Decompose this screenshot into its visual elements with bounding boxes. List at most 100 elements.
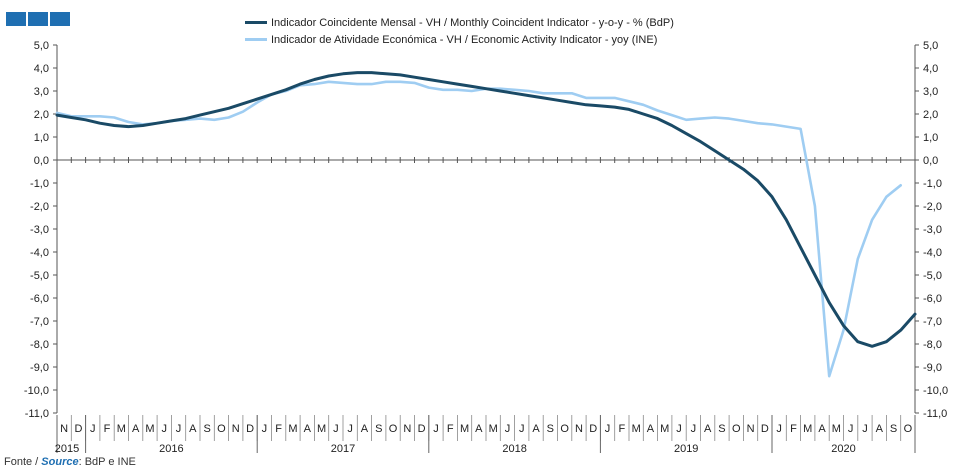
- y-tick-label-left: -9,0: [30, 362, 49, 374]
- source-prefix: Fonte /: [4, 456, 42, 468]
- source-suffix: : BdP e INE: [78, 456, 136, 468]
- x-month-label: J: [333, 423, 339, 435]
- y-tick-label-left: -1,0: [30, 178, 49, 190]
- y-tick-label-right: 2,0: [923, 109, 938, 121]
- y-tick-label-right: -7,0: [923, 316, 942, 328]
- x-month-label: M: [803, 423, 812, 435]
- x-month-label: A: [304, 423, 312, 435]
- x-month-label: M: [832, 423, 841, 435]
- y-tick-label-left: 3,0: [34, 86, 49, 98]
- x-month-label: F: [447, 423, 454, 435]
- x-month-label: S: [203, 423, 210, 435]
- x-month-label: J: [605, 423, 611, 435]
- legend-label-activity: Indicador de Atividade Económica - VH / …: [271, 33, 658, 46]
- x-month-label: S: [547, 423, 554, 435]
- y-tick-label-right: -4,0: [923, 247, 942, 259]
- x-month-label: A: [876, 423, 884, 435]
- x-month-label: J: [776, 423, 782, 435]
- source-note: Fonte / Source: BdP e INE: [4, 456, 136, 468]
- x-month-label: S: [890, 423, 897, 435]
- x-month-label: M: [632, 423, 641, 435]
- x-month-label: F: [275, 423, 282, 435]
- y-tick-label-left: -7,0: [30, 316, 49, 328]
- y-tick-label-right: -2,0: [923, 201, 942, 213]
- x-month-label: A: [647, 423, 655, 435]
- x-month-label: N: [403, 423, 411, 435]
- chart-legend: Indicador Coincidente Mensal - VH / Mont…: [245, 14, 674, 48]
- x-month-label: M: [317, 423, 326, 435]
- x-month-label: D: [246, 423, 254, 435]
- x-year-label: 2020: [831, 443, 855, 455]
- x-year-label: 2018: [502, 443, 526, 455]
- x-month-label: J: [433, 423, 439, 435]
- y-tick-label-left: 0,0: [34, 155, 49, 167]
- x-month-label: N: [60, 423, 68, 435]
- x-month-label: A: [189, 423, 197, 435]
- x-month-label: F: [618, 423, 625, 435]
- y-tick-label-right: -9,0: [923, 362, 942, 374]
- x-year-label: 2015: [55, 443, 79, 455]
- x-year-label: 2019: [674, 443, 698, 455]
- y-tick-label-left: 5,0: [34, 40, 49, 52]
- x-month-label: M: [117, 423, 126, 435]
- legend-swatch-activity: [245, 38, 267, 41]
- y-tick-label-right: 0,0: [923, 155, 938, 167]
- x-month-label: D: [74, 423, 82, 435]
- y-tick-label-right: -6,0: [923, 293, 942, 305]
- x-month-label: J: [347, 423, 353, 435]
- series-line-activity: [55, 80, 903, 378]
- y-tick-label-right: -8,0: [923, 339, 942, 351]
- y-tick-label-right: -10,0: [923, 385, 948, 397]
- x-month-label: D: [418, 423, 426, 435]
- y-tick-label-left: 4,0: [34, 63, 49, 75]
- x-month-label: S: [375, 423, 382, 435]
- y-tick-label-right: 1,0: [923, 132, 938, 144]
- x-month-label: J: [90, 423, 96, 435]
- x-month-label: J: [848, 423, 854, 435]
- legend-swatch-coincident: [245, 21, 267, 24]
- x-month-label: N: [232, 423, 240, 435]
- x-year-label: 2016: [159, 443, 183, 455]
- y-tick-label-right: 5,0: [923, 40, 938, 52]
- x-month-label: A: [704, 423, 712, 435]
- x-month-label: N: [575, 423, 583, 435]
- y-tick-label-left: -10,0: [24, 385, 49, 397]
- y-tick-label-left: -3,0: [30, 224, 49, 236]
- x-year-label: 2017: [331, 443, 355, 455]
- y-tick-label-right: 4,0: [923, 63, 938, 75]
- x-month-label: M: [660, 423, 669, 435]
- y-tick-label-left: -2,0: [30, 201, 49, 213]
- y-tick-label-left: -11,0: [25, 408, 49, 420]
- y-tick-label-left: -6,0: [30, 293, 49, 305]
- y-tick-label-right: -1,0: [923, 178, 942, 190]
- series-line-coincident: [55, 71, 917, 348]
- x-month-label: D: [761, 423, 769, 435]
- header-box: [50, 12, 70, 26]
- x-month-label: A: [532, 423, 540, 435]
- x-month-label: J: [691, 423, 697, 435]
- y-tick-label-right: -11,0: [923, 408, 947, 420]
- legend-entry-coincident: Indicador Coincidente Mensal - VH / Mont…: [245, 14, 674, 31]
- x-month-label: A: [132, 423, 140, 435]
- y-tick-label-right: 3,0: [923, 86, 938, 98]
- x-month-label: F: [104, 423, 111, 435]
- y-tick-label-left: 1,0: [34, 132, 49, 144]
- x-month-label: J: [505, 423, 511, 435]
- x-month-label: S: [718, 423, 725, 435]
- y-tick-label-right: -3,0: [923, 224, 942, 236]
- x-month-label: J: [519, 423, 525, 435]
- header-logo: [6, 12, 70, 26]
- y-tick-label-left: -8,0: [30, 339, 49, 351]
- x-month-label: J: [676, 423, 682, 435]
- legend-label-coincident: Indicador Coincidente Mensal - VH / Mont…: [271, 16, 674, 29]
- y-tick-label-left: -5,0: [30, 270, 49, 282]
- x-month-label: A: [361, 423, 369, 435]
- y-tick-label-left: 2,0: [34, 109, 49, 121]
- y-tick-label-left: -4,0: [30, 247, 49, 259]
- x-month-label: J: [162, 423, 168, 435]
- source-word: Source: [41, 456, 79, 468]
- header-box: [6, 12, 26, 26]
- x-month-label: M: [460, 423, 469, 435]
